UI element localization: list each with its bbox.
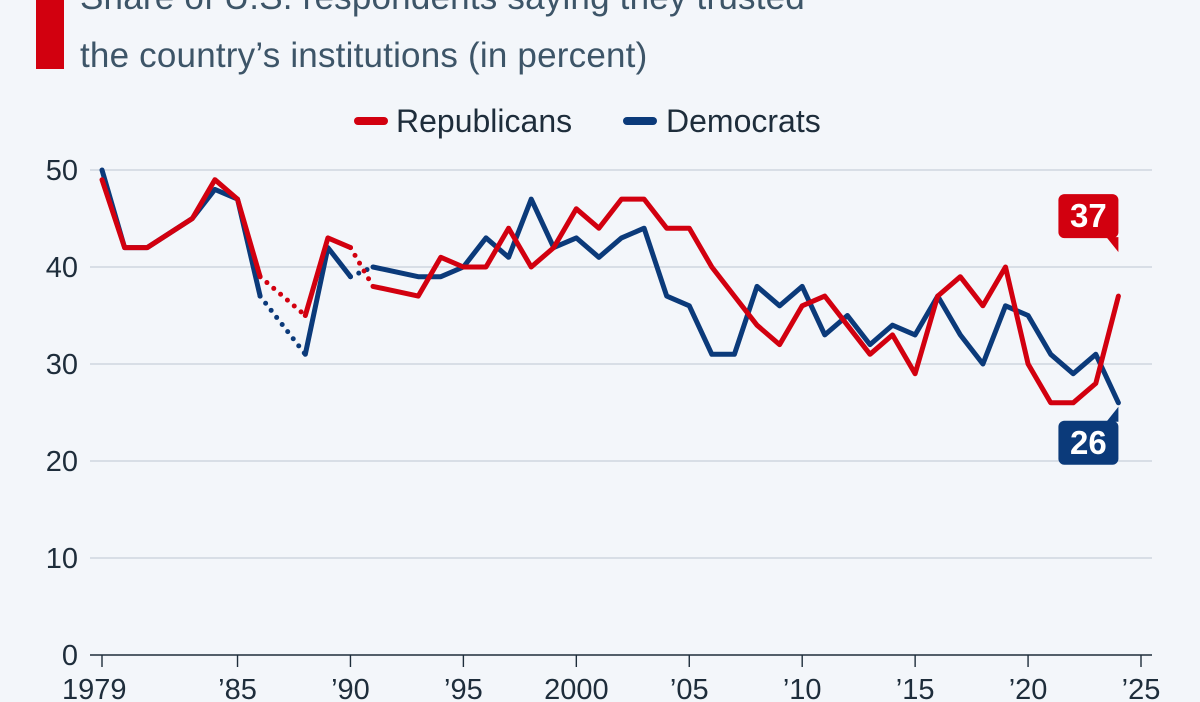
callout-box [1058,420,1119,465]
legend-label-democrats: Democrats [666,103,821,139]
series-line-republicans [302,235,353,318]
x-tick-label: 1979 [62,674,127,702]
series-line-democrats [370,196,1121,406]
y-tick-label: 40 [46,252,78,284]
series-republicans [99,177,1121,406]
x-tick-label: ’90 [331,674,370,702]
x-tick-label: ’95 [444,674,483,702]
callout-pointer [1106,237,1119,253]
series-gap-democrats [257,293,308,357]
x-tick-label: ’10 [783,674,822,702]
x-tick-label: 2000 [544,674,609,702]
gridlines [90,169,1152,656]
chart-subtitle-line-2: the country’s institutions (in percent) [80,36,648,75]
series-line-republicans [370,196,1121,406]
series-line-democrats [99,167,263,299]
y-tick-label: 30 [46,349,78,381]
x-tick-label: ’20 [1009,674,1048,702]
x-axis: 1979 ’85 ’90 ’95 2000 ’05 ’10 ’15 ’20 ’25 [62,655,1160,702]
x-tick-label: ’15 [896,674,935,702]
legend: Republicans Democrats [354,103,821,139]
series-gap-democrats [348,264,376,280]
callout-republicans: 37 [1058,194,1119,253]
callout-pointer [1106,406,1119,422]
callout-value: 26 [1070,424,1107,461]
y-tick-label: 20 [46,446,78,478]
y-axis: 0 10 20 30 40 50 [46,155,78,672]
series-line-democrats [302,245,353,357]
x-tick-label: ’85 [218,674,257,702]
legend-label-republicans: Republicans [396,103,572,139]
y-tick-label: 10 [46,543,78,575]
x-tick-label: ’05 [670,674,709,702]
chart-subtitle-line-1: Share of U.S. respondents saying they tr… [80,0,805,18]
callout-value: 37 [1070,197,1107,234]
value-callouts: 37 26 [1058,194,1119,465]
y-tick-label: 0 [62,640,78,672]
accent-bar [36,0,64,69]
callout-box [1058,194,1119,239]
series-line-republicans [99,177,263,280]
series-gap-republicans [348,245,376,289]
series-gap-republicans [257,274,308,318]
y-tick-label: 50 [46,155,78,187]
x-tick-label: ’25 [1122,674,1161,702]
callout-democrats: 26 [1058,406,1119,465]
series-lines [99,167,1121,406]
